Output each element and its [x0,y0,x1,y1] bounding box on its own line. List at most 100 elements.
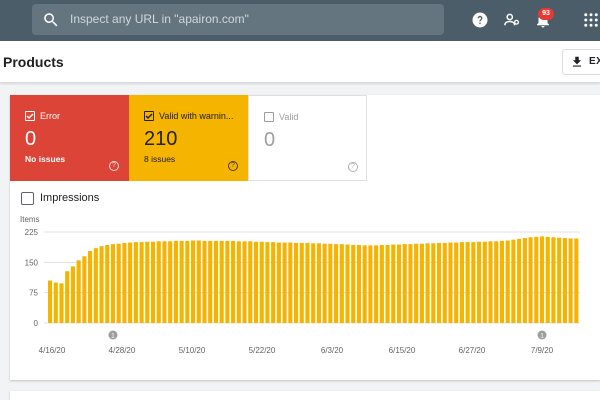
search-input[interactable]: Inspect any URL in "apairon.com" [70,12,249,26]
bar [191,240,196,323]
bar [505,240,510,323]
bar [88,251,93,323]
x-tick-label: 5/22/20 [249,346,276,355]
help-circle-icon[interactable]: ? [228,161,238,171]
bar [82,256,87,323]
bar [391,244,396,323]
tile-error-label: Error [40,111,60,121]
bar [385,244,390,323]
bar [374,245,379,323]
bar [356,244,362,323]
bar [253,241,259,323]
bar [368,245,373,323]
bar [562,238,567,323]
bar [557,237,562,323]
tile-warning-sub: 8 issues [144,154,176,164]
bar [436,242,442,323]
bar [311,243,316,323]
bar [568,238,573,323]
bar [488,241,493,323]
bar [408,244,413,323]
bar [414,243,419,323]
export-label: EX [589,56,600,67]
bar [454,242,459,323]
x-tick-label: 6/27/20 [459,346,486,355]
bar [345,244,350,323]
bar [70,266,75,323]
annotation-label: 1 [540,333,544,340]
bar [265,242,270,323]
bar [93,248,98,323]
bar [65,271,70,323]
bar [225,240,230,323]
bar [162,241,167,323]
bar [425,243,430,323]
bar [402,244,407,323]
help-icon[interactable] [471,11,489,29]
bar [150,241,156,323]
bar [551,237,556,323]
apps-grid-icon[interactable] [582,11,600,29]
bar [145,241,150,323]
bar [231,240,236,323]
x-tick-label: 6/3/20 [321,346,344,355]
y-tick-label: 0 [34,319,39,328]
bar [574,238,579,323]
bar [122,242,127,323]
bar [396,244,402,323]
bar [76,260,81,323]
bar [53,282,58,323]
bar [528,237,533,323]
checkbox-checked-icon[interactable] [25,111,35,121]
bar [482,241,487,323]
bar [271,242,276,323]
bar [105,244,110,323]
annotation-label: 1 [111,333,115,340]
search-icon [44,13,58,27]
tile-warning-value: 210 [144,128,178,150]
bar [539,236,545,323]
export-button[interactable]: EX [562,49,600,75]
bar [288,242,293,323]
bar [110,244,116,323]
bar [305,242,310,323]
tile-warning[interactable]: Valid with warnin... 210 8 issues ? [129,95,248,181]
bar [293,242,299,323]
bar [48,280,53,323]
tile-valid-label: Valid [279,112,299,122]
x-tick-label: 7/9/20 [531,346,554,355]
page-title: Products [3,54,64,70]
bar [534,236,539,323]
bar [351,244,356,323]
bar [517,238,522,323]
items-bar-chart: Items 0 75 150 225 1 1 4/16/20 4/28/20 5/10/20 5/2… [20,215,580,355]
tile-error[interactable]: Error 0 No issues ? [10,95,129,181]
bar [362,245,367,323]
manage-users-icon[interactable] [503,11,521,29]
bar [334,244,339,323]
checkbox-checked-icon[interactable] [144,111,154,121]
download-icon [572,56,582,67]
y-tick-label: 225 [25,228,39,237]
annotation-marker [537,330,547,340]
tile-valid[interactable]: Valid 0 ? [248,95,367,181]
bar [477,241,482,323]
details-card [10,391,600,400]
url-inspection-search[interactable]: Inspect any URL in "apairon.com" [32,4,444,35]
bar [419,243,424,323]
y-axis-label: Items [20,215,40,224]
bar [128,242,133,323]
checkbox-unchecked-icon[interactable] [264,112,274,122]
tile-valid-value: 0 [264,129,276,151]
impressions-checkbox[interactable] [21,192,34,205]
bar [379,244,384,323]
help-circle-icon[interactable]: ? [348,162,358,172]
bar [202,240,207,323]
x-tick-label: 4/16/20 [39,346,66,355]
bar [213,240,219,323]
bar [219,240,224,323]
x-tick-label: 5/10/20 [179,346,206,355]
bar [248,241,253,323]
bar [185,240,190,323]
help-circle-icon[interactable]: ? [109,161,119,171]
